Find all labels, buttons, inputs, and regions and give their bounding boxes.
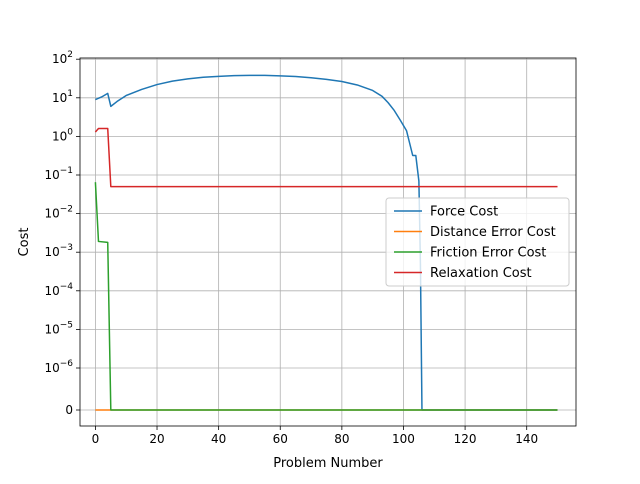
x-tick: 40: [211, 426, 226, 446]
x-tick: 120: [454, 426, 477, 446]
x-tick: 60: [273, 426, 288, 446]
y-tick-label: 10−6: [44, 359, 73, 375]
x-tick: 0: [92, 426, 100, 446]
y-tick: 101: [52, 89, 80, 105]
legend-frame: [385, 197, 570, 287]
y-tick-label: 10−2: [44, 205, 73, 221]
y-tick-label: 100: [52, 127, 73, 143]
legend-label-distance-error-cost: Distance Error Cost: [430, 225, 556, 240]
x-tick-label: 100: [392, 432, 415, 446]
x-axis-label: Problem Number: [273, 456, 383, 471]
y-tick-label: 102: [52, 50, 73, 66]
legend-label-relaxation-cost: Relaxation Cost: [430, 266, 532, 281]
legend: Force Cost Distance Error Cost Friction Er…: [385, 197, 570, 287]
plot-frame: [79, 57, 577, 427]
y-tick-label: 10−3: [44, 243, 73, 259]
legend-label-friction-error-cost: Friction Error Cost: [430, 246, 546, 261]
x-tick-label: 120: [454, 432, 477, 446]
y-tick-label: 0: [65, 403, 73, 417]
y-tick: 0: [65, 403, 80, 417]
series-line-force-cost: [95, 74, 558, 411]
y-tick-label: 10−5: [44, 320, 73, 336]
x-tick: 80: [334, 426, 350, 446]
y-axis: 0 10−6 10−5 10−4 10−3 10−2 10−1 100 101 102: [44, 50, 80, 417]
x-axis: 0 20 40 60 80 100 120 140: [92, 426, 538, 446]
series-layer: [94, 74, 558, 411]
x-tick-label: 20: [149, 432, 164, 446]
y-tick: 100: [52, 127, 80, 143]
y-tick: 10−3: [44, 243, 80, 259]
series-line-friction-error-cost: [94, 182, 558, 411]
x-tick-label: 80: [334, 432, 349, 446]
x-tick-label: 0: [92, 432, 100, 446]
y-tick: 10−2: [44, 205, 80, 221]
series-line-relaxation-cost: [94, 127, 558, 188]
x-tick-label: 40: [211, 432, 226, 446]
y-tick-label: 10−1: [44, 166, 73, 182]
x-tick: 140: [515, 426, 538, 446]
x-tick-label: 140: [515, 432, 538, 446]
y-tick: 102: [52, 50, 80, 66]
y-tick-label: 101: [52, 89, 73, 105]
y-axis-label: Cost: [17, 228, 32, 257]
x-tick-label: 60: [273, 432, 288, 446]
x-tick: 20: [149, 426, 165, 446]
y-tick: 10−5: [44, 320, 80, 336]
legend-label-force-cost: Force Cost: [430, 205, 498, 220]
y-tick: 10−6: [44, 359, 80, 375]
x-tick: 100: [392, 426, 415, 446]
y-tick: 10−1: [44, 166, 80, 182]
y-tick: 10−4: [44, 282, 80, 298]
y-tick-label: 10−4: [44, 282, 73, 298]
